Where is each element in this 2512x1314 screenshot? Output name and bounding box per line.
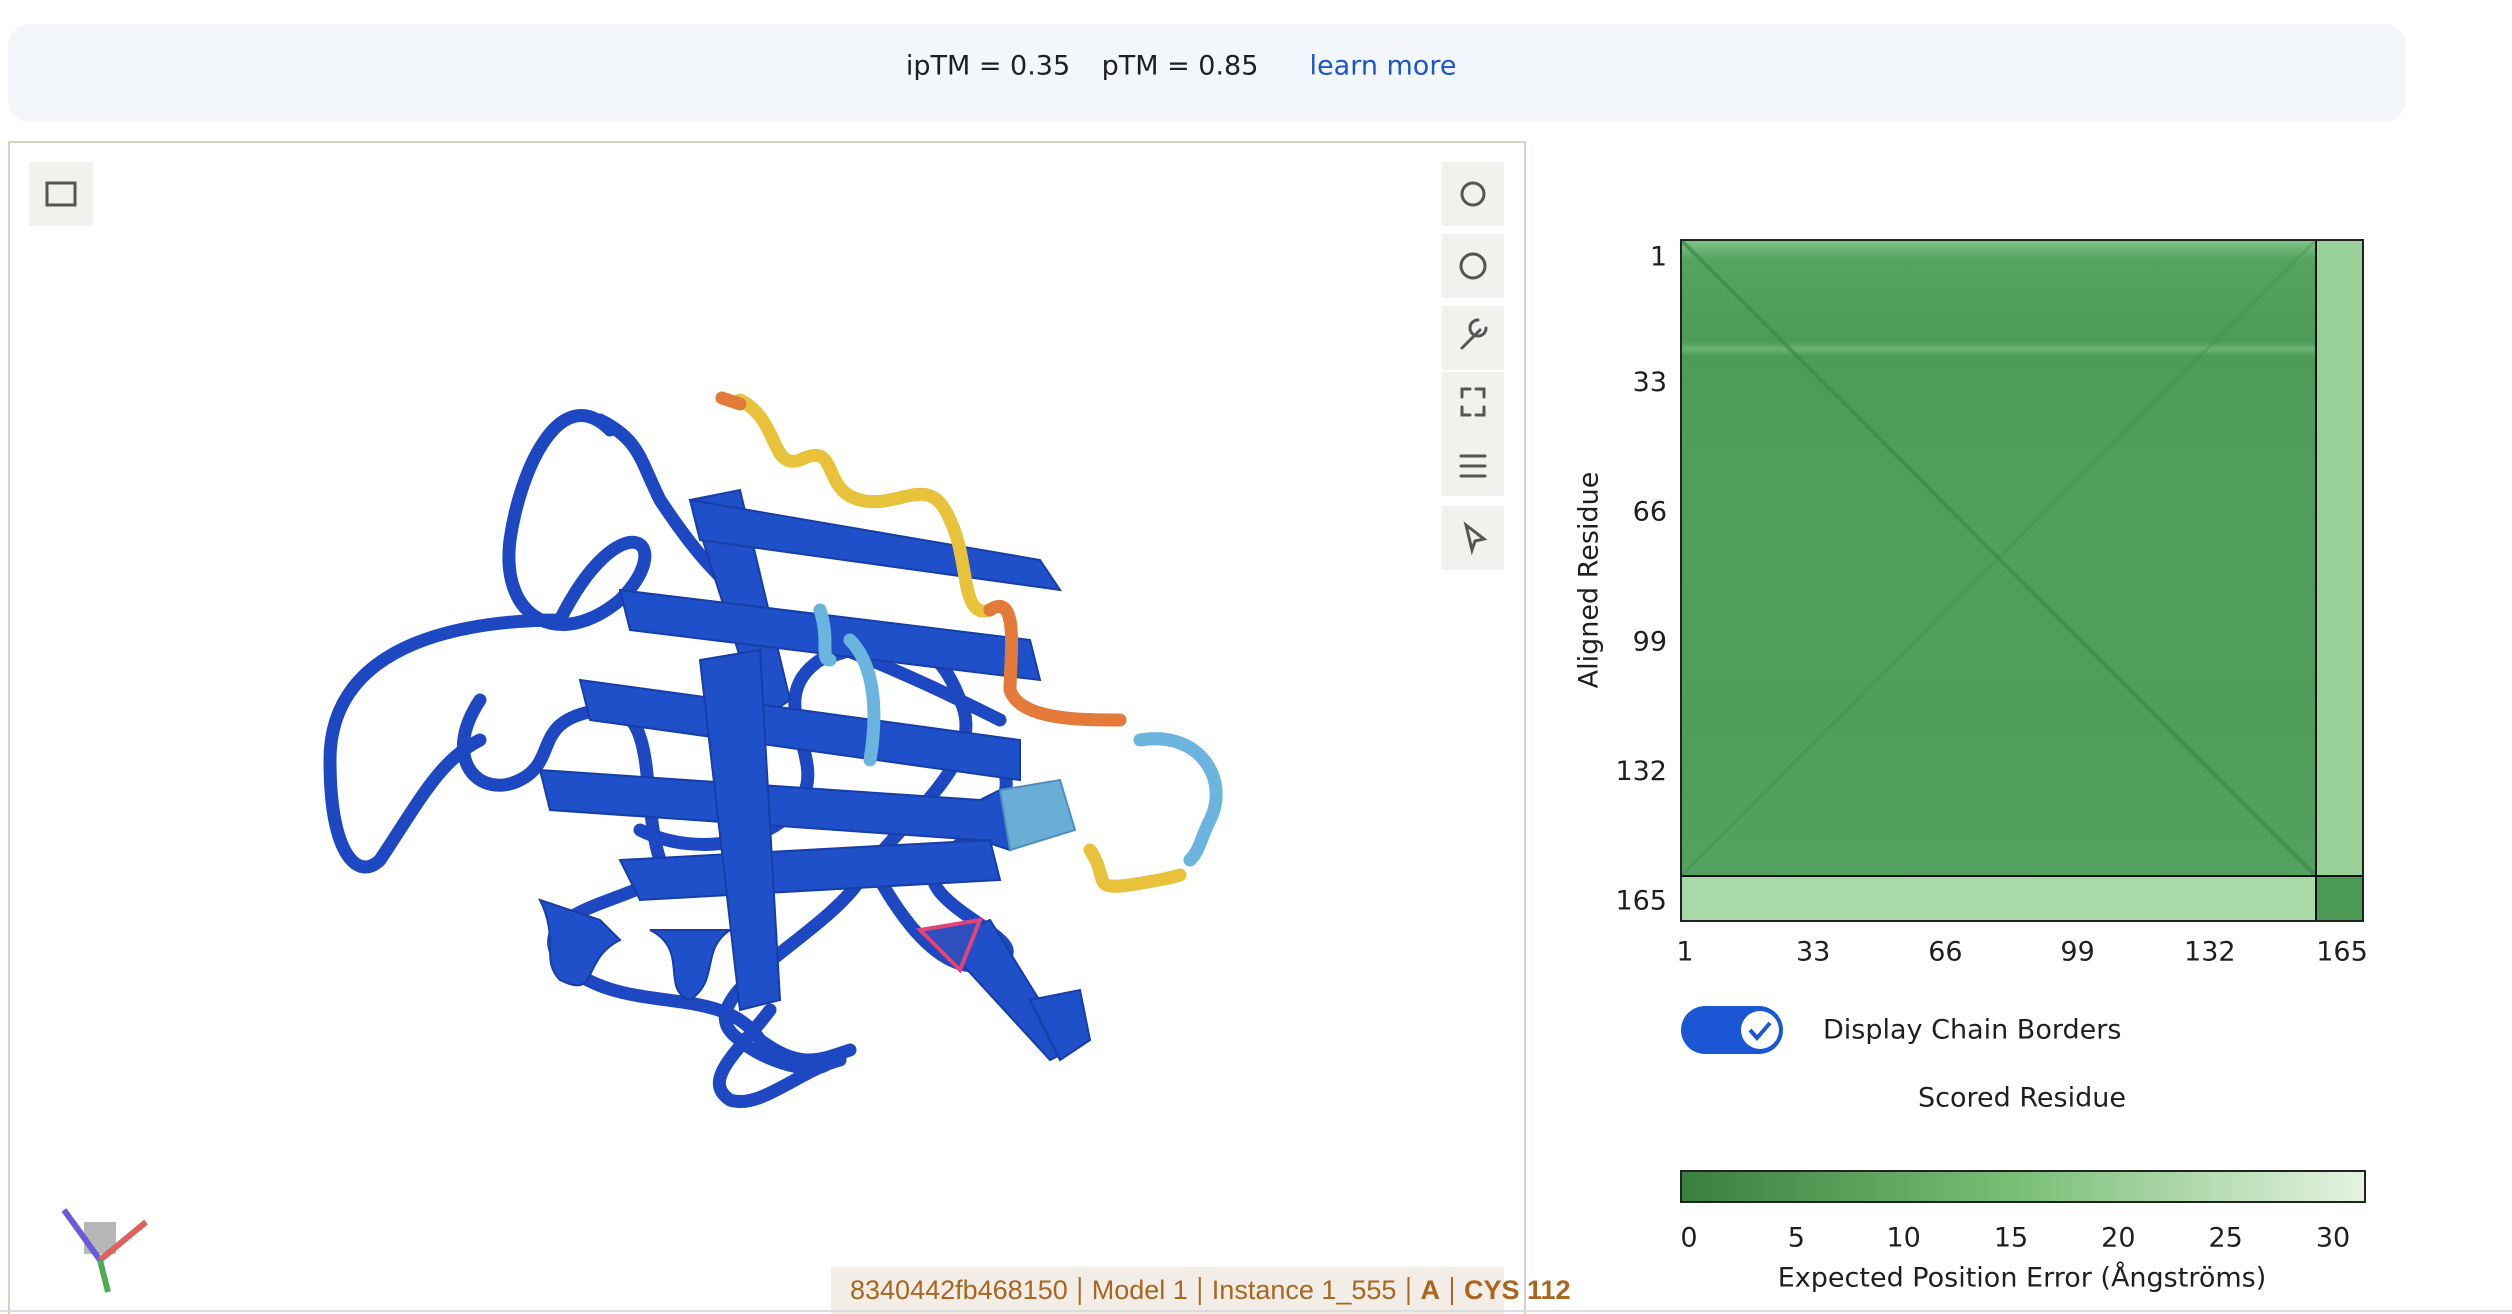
y-tick-label: 1 (1650, 242, 1667, 273)
colorbar-tick-label: 0 (1680, 1223, 1697, 1254)
toggle-check (1748, 1021, 1772, 1042)
status-chain: A (1420, 1275, 1440, 1305)
pae-strip (2316, 240, 2363, 876)
y-axis-label: Aligned Residue (1574, 472, 1605, 689)
x-tick-label: 33 (1796, 937, 1830, 968)
axis-gizmo (61, 1208, 148, 1293)
x-tick-label: 99 (2060, 937, 2094, 968)
select-button[interactable] (1442, 506, 1504, 570)
colorbar-tick-label: 25 (2208, 1223, 2242, 1254)
pae-plot (1679, 238, 2364, 922)
y-tick-label: 132 (1615, 756, 1667, 787)
toggle-knob (1741, 1011, 1779, 1049)
play-button[interactable] (29, 162, 93, 226)
x-tick-label: 1 (1676, 937, 1693, 968)
y-tick-label: 33 (1633, 367, 1667, 398)
y-ticks: 1 33 66 99 132 165 (1615, 242, 1667, 917)
colorbar-tick-label: 15 (1994, 1223, 2028, 1254)
status-instance: Instance 1_555 (1212, 1275, 1397, 1305)
colorbar-tick-label: 30 (2316, 1223, 2350, 1254)
toggle-label: Display Chain Borders (1823, 1015, 2121, 1046)
toolbar (1442, 162, 1504, 570)
settings-icon (1459, 454, 1487, 478)
status-residue: CYS 112 (1464, 1275, 1571, 1305)
x-axis-label: Scored Residue (1918, 1083, 2126, 1114)
status-text: 8340442fb468150 Model 1 Instance 1_555 A CYS… (850, 1275, 1571, 1305)
learn-more-link[interactable]: learn more (1310, 51, 1457, 82)
x-tick-label: 132 (2184, 937, 2236, 968)
play-icon (45, 181, 77, 207)
x-tick-label: 165 (2316, 937, 2368, 968)
chain-borders (1681, 240, 2363, 921)
x-tick-label: 66 (1928, 937, 1962, 968)
select-icon (1463, 521, 1488, 556)
status-bar (831, 1267, 1504, 1314)
pae-strip (1681, 876, 2316, 921)
x-ticks: 1 33 66 99 132 165 (1676, 937, 2367, 968)
screenshot-icon (1459, 252, 1487, 280)
tools-icon (1460, 318, 1488, 350)
screenshot-button[interactable] (1442, 234, 1504, 298)
iptm: ipTM = 0.35 (906, 51, 1070, 82)
fullscreen-icon (1460, 387, 1486, 417)
y-tick-label: 165 (1615, 886, 1667, 917)
status-id: 8340442fb468150 (850, 1275, 1068, 1305)
reset-button[interactable] (1442, 162, 1504, 226)
header-bar (8, 24, 2406, 122)
reset-icon (1460, 181, 1486, 207)
colorbar-tick-label: 20 (2101, 1223, 2135, 1254)
status-model: Model 1 (1092, 1275, 1188, 1305)
fullscreen-button[interactable] (1442, 372, 1504, 434)
colorbar-label: Expected Position Error (Ångströms) (1778, 1262, 2267, 1294)
pae-block (2316, 876, 2363, 921)
colorbar (1680, 1170, 2366, 1203)
y-tick-label: 99 (1633, 626, 1667, 657)
y-tick-label: 66 (1633, 497, 1667, 528)
colorbar-ticks: 0 5 10 15 20 25 30 (1680, 1223, 2350, 1254)
ptm: pTM = 0.85 (1102, 51, 1259, 82)
protein-cartoon (323, 391, 1223, 1109)
colorbar-tick-label: 5 (1788, 1223, 1805, 1254)
colorbar-tick-label: 10 (1886, 1223, 1920, 1254)
